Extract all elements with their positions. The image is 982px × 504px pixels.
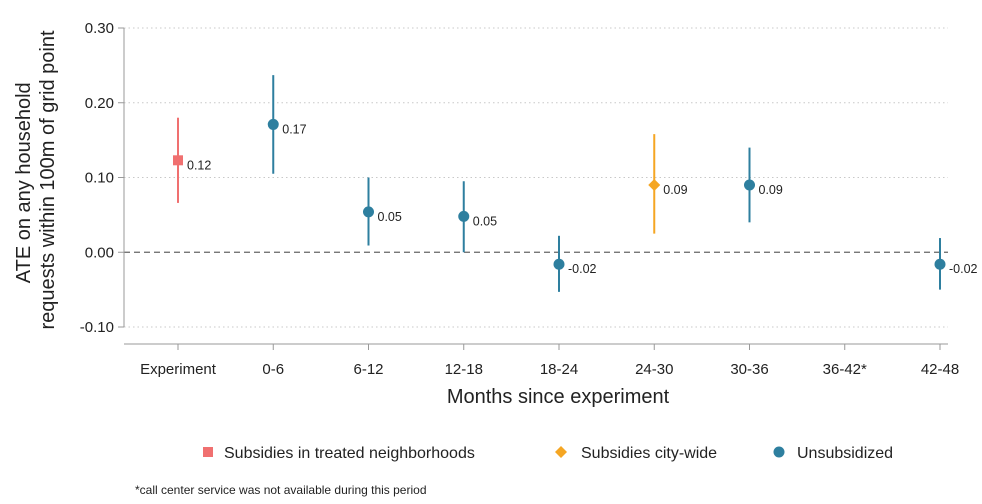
- legend-label-unsubsidized: Unsubsidized: [797, 445, 893, 462]
- point-marker: [363, 206, 374, 218]
- x-tick-label: 18-24: [540, 361, 578, 378]
- x-tick-label: 42-48: [921, 361, 959, 378]
- x-axis-title: Months since experiment: [447, 386, 670, 408]
- x-tick-label: 0-6: [262, 361, 284, 378]
- y-tick-label: 0.00: [85, 244, 114, 261]
- x-tick-label: Experiment: [140, 361, 217, 378]
- y-axis-title: ATE on any household requests within 100…: [13, 30, 59, 329]
- data-points: 0.12 0.09 0.17 0.05 0.05 -0.02 0.09 -0.02: [173, 75, 978, 292]
- y-tick-label: 0.10: [85, 170, 114, 187]
- y-axis-title-line-1: ATE on any household: [13, 82, 35, 283]
- data-label: -0.02: [949, 262, 978, 276]
- x-tick-label: 12-18: [445, 361, 483, 378]
- data-label: 0.05: [378, 210, 402, 224]
- footnote: *call center service was not available d…: [135, 483, 427, 497]
- x-tick-label: 24-30: [635, 361, 673, 378]
- y-tick-label: 0.30: [85, 20, 114, 37]
- data-label: 0.17: [282, 122, 306, 136]
- y-axis-title-line-2: requests within 100m of grid point: [37, 30, 59, 329]
- x-ticks: Experiment 0-6 6-12 12-18 18-24 24-30 30-36 36-…: [140, 344, 959, 378]
- x-tick-label: 6-12: [353, 361, 383, 378]
- legend: Subsidies in treated neighborhoods Subsi…: [203, 445, 893, 462]
- data-label: 0.09: [759, 183, 783, 197]
- legend-label-citywide: Subsidies city-wide: [581, 445, 717, 462]
- legend-marker-treated: [203, 447, 213, 457]
- point-marker: [458, 210, 470, 222]
- y-tick-label: -0.10: [80, 319, 114, 336]
- y-ticks: -0.10 0.00 0.10 0.20 0.30: [80, 20, 124, 336]
- legend-marker-unsubsidized: [773, 446, 785, 458]
- x-tick-label: 36-42*: [823, 361, 867, 378]
- data-label: 0.12: [187, 158, 211, 172]
- gridlines: [124, 27, 948, 328]
- legend-label-treated: Subsidies in treated neighborhoods: [224, 445, 475, 462]
- x-tick-label: 30-36: [730, 361, 768, 378]
- legend-marker-citywide: [555, 446, 567, 458]
- point-marker: [173, 155, 183, 166]
- data-label: 0.09: [663, 183, 687, 197]
- point-marker: [934, 258, 946, 270]
- point-marker: [744, 179, 755, 191]
- y-tick-label: 0.20: [85, 95, 114, 112]
- data-label: 0.05: [473, 214, 497, 228]
- point-marker: [267, 118, 279, 130]
- point-marker: [553, 258, 565, 270]
- axes: [123, 28, 948, 345]
- point-marker: [648, 178, 661, 191]
- data-label: -0.02: [568, 262, 597, 276]
